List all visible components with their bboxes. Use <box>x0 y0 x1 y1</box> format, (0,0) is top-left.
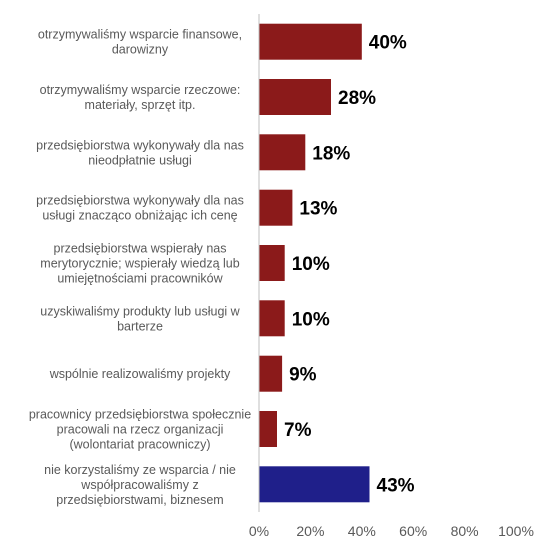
value-label-2: 18% <box>312 143 350 164</box>
category-label-line: pracowali na rzecz organizacji <box>57 423 224 437</box>
category-label-line: otrzymywaliśmy wsparcie rzeczowe: <box>40 83 241 97</box>
category-label-line: przedsiębiorstwa wykonywały dla nas <box>36 194 244 208</box>
bar-0 <box>259 23 362 60</box>
category-label-line: pracownicy przedsiębiorstwa społecznie <box>29 408 251 422</box>
value-label-0: 40% <box>369 33 407 54</box>
category-label-line: przedsiębiorstwa wspierały nas <box>54 242 227 256</box>
category-label-0: otrzymywaliśmy wsparcie finansowe, darowi… <box>38 28 242 57</box>
category-label-line: współpracowaliśmy z <box>80 478 198 492</box>
category-label-line: barterze <box>117 319 163 333</box>
category-label-line: nie korzystaliśmy ze wsparcia / nie <box>44 463 236 477</box>
category-label-line: nieodpłatnie usługi <box>88 153 192 167</box>
bar-8 <box>259 466 370 503</box>
category-label-1: otrzymywaliśmy wsparcie rzeczowe: materia… <box>40 83 241 112</box>
category-label-line: otrzymywaliśmy wsparcie finansowe, <box>38 28 242 42</box>
category-label-8: nie korzystaliśmy ze wsparcia / nie współ… <box>44 463 236 507</box>
value-label-7: 7% <box>284 420 312 441</box>
x-tick-label: 100% <box>498 523 534 539</box>
value-label-4: 10% <box>292 254 330 275</box>
category-label-7: pracownicy przedsiębiorstwa społecznie pr… <box>29 408 251 452</box>
x-tick-label: 0% <box>249 523 269 539</box>
bar-6 <box>259 355 283 392</box>
x-axis-tick-labels: 0% 20% 40% 60% 80% 100% <box>249 523 534 539</box>
category-label-4: przedsiębiorstwa wspierały nas merytorycz… <box>40 242 239 286</box>
bars <box>259 23 370 503</box>
bar-5 <box>259 300 285 337</box>
category-label-line: darowizny <box>112 43 169 57</box>
category-label-line: uzyskiwaliśmy produkty lub usługi w <box>40 304 240 318</box>
value-labels: 40% 28% 18% 13% 10% 10% 9% 7% 43% <box>284 33 415 497</box>
bar-1 <box>259 79 331 115</box>
bar-3 <box>259 189 293 226</box>
category-label-line: (wolontariat pracowniczy) <box>69 438 210 452</box>
value-label-1: 28% <box>338 88 376 109</box>
category-label-line: wspólnie realizowaliśmy projekty <box>49 367 231 381</box>
category-label-2: przedsiębiorstwa wykonywały dla nas nieod… <box>36 138 244 167</box>
x-tick-label: 80% <box>451 523 479 539</box>
category-label-line: usługi znacząco obniżając ich cenę <box>42 209 237 223</box>
value-label-3: 13% <box>299 199 337 220</box>
bar-4 <box>259 245 285 281</box>
category-labels: otrzymywaliśmy wsparcie finansowe, darowi… <box>29 28 251 507</box>
x-tick-label: 20% <box>296 523 324 539</box>
category-label-6: wspólnie realizowaliśmy projekty <box>49 367 231 381</box>
x-tick-label: 40% <box>348 523 376 539</box>
category-label-3: przedsiębiorstwa wykonywały dla nas usług… <box>36 194 244 223</box>
value-label-6: 9% <box>289 365 317 386</box>
category-label-line: merytorycznie; wspierały wiedzą lub <box>40 257 239 271</box>
category-label-line: materiały, sprzęt itp. <box>85 98 196 112</box>
category-label-5: uzyskiwaliśmy produkty lub usługi w barte… <box>40 304 240 333</box>
x-tick-label: 60% <box>399 523 427 539</box>
category-label-line: przedsiębiorstwami, biznesem <box>56 493 223 507</box>
bar-2 <box>259 134 306 171</box>
bar-7 <box>259 411 277 447</box>
category-label-line: przedsiębiorstwa wykonywały dla nas <box>36 138 244 152</box>
category-label-line: umiejętnościami pracowników <box>57 272 223 286</box>
value-label-5: 10% <box>292 309 330 330</box>
value-label-8: 43% <box>377 475 415 496</box>
